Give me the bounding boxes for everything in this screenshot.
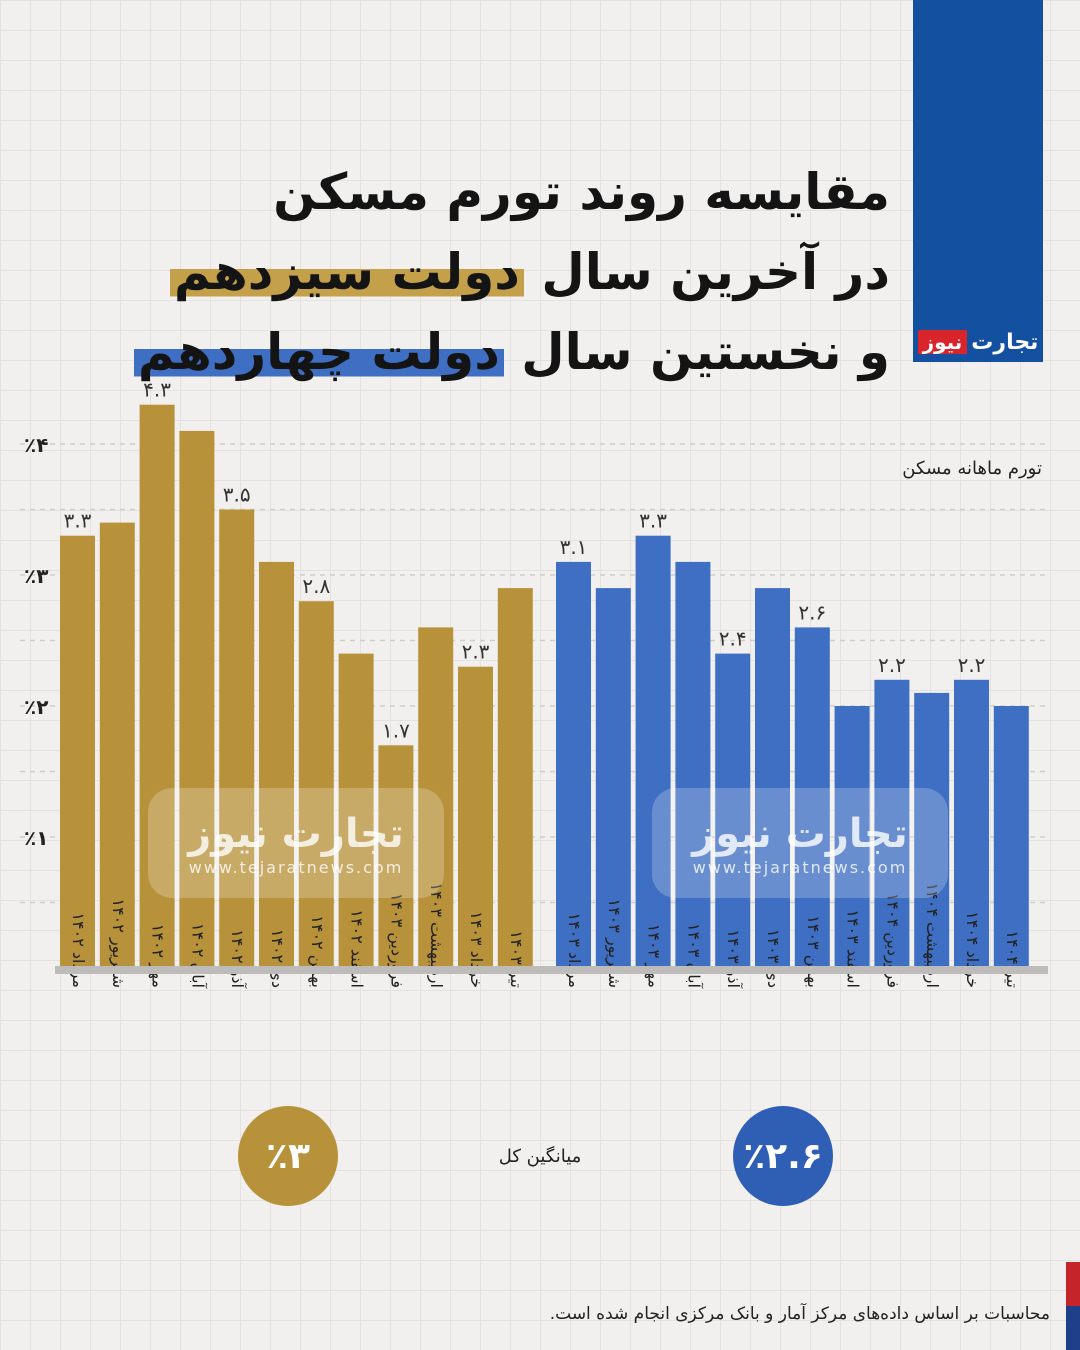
data-label: ۲.۲ (878, 653, 906, 677)
data-label: ۳.۳ (64, 509, 92, 533)
bar (298, 601, 334, 968)
x-tick-label: اردیبهشت ۱۴۰۳ (426, 883, 446, 988)
x-tick-label: تیر ۱۴۰۴ (1002, 930, 1022, 988)
bar (338, 653, 374, 968)
x-tick-label: دی ۱۴۰۲ (268, 929, 287, 988)
bar (595, 588, 631, 968)
data-label: ۲.۳ (462, 640, 490, 664)
x-tick-label: اسفند ۱۴۰۲ (348, 909, 367, 988)
average-label: میانگین کل (498, 1146, 582, 1167)
x-tick-label: مرداد ۱۴۰۳ (564, 912, 584, 988)
title-line-1: مقایسه روند تورم مسکن (273, 163, 890, 221)
x-tick-label: دی ۱۴۰۳ (764, 929, 783, 988)
data-label: ۱.۷ (382, 718, 410, 742)
bar (914, 692, 950, 968)
watermark-url: www.tejaratnews.com (692, 857, 908, 877)
brand-logo: تجارت نیوز (913, 324, 1043, 360)
x-tick-label: مهر ۱۴۰۲ (148, 924, 168, 988)
title-highlight-gold: دولت سیزدهم (169, 243, 524, 301)
bar (635, 535, 671, 968)
x-axis-baseline (55, 966, 1048, 974)
title-line-2-text: در آخرین سال (523, 243, 890, 301)
bar (954, 679, 989, 968)
x-tick-label: آبان ۱۴۰۳ (684, 923, 703, 990)
x-tick-label: بهمن ۱۴۰۲ (307, 915, 327, 988)
x-tick-label: آذر ۱۴۰۲ (227, 929, 247, 989)
x-tick-label: اردیبهشت ۱۴۰۴ (922, 883, 942, 988)
watermark-left: تجارت نیوز www.tejaratnews.com (148, 788, 444, 898)
x-tick-label: آذر ۱۴۰۳ (723, 929, 743, 989)
x-tick-label: شهریور ۱۴۰۲ (108, 898, 128, 988)
bar (99, 522, 135, 968)
average-gold-badge: ٪۳ (238, 1106, 338, 1206)
footnote: محاسبات بر اساس داده‌های مرکز آمار و بان… (549, 1304, 1050, 1324)
data-label: ۲.۲ (958, 653, 986, 677)
bar (675, 561, 711, 968)
bar (715, 653, 751, 968)
bar (497, 588, 533, 968)
y-tick-label: ٪۴ (24, 433, 48, 457)
data-label: ۳.۱ (560, 535, 588, 559)
logo-part2: نیوز (917, 330, 968, 354)
bar (794, 627, 830, 968)
data-label: ۲.۸ (302, 574, 330, 598)
bar (219, 509, 255, 968)
y-tick-label: ٪۳ (24, 564, 48, 588)
data-label: ۳.۵ (223, 483, 251, 507)
bar (874, 679, 910, 968)
bar (834, 706, 870, 968)
bar (60, 535, 95, 968)
watermark-text: تجارت نیوز (188, 810, 404, 857)
bar (259, 561, 294, 968)
x-tick-label: آبان ۱۴۰۲ (188, 923, 207, 990)
x-tick-label: بهمن ۱۴۰۳ (803, 915, 823, 988)
bar (179, 430, 215, 968)
bar (418, 627, 454, 968)
series-label: تورم ماهانه مسکن (902, 458, 1042, 479)
x-tick-label: اسفند ۱۴۰۳ (844, 909, 863, 988)
title-line-3: و نخستین سال دولت چهاردهم (133, 312, 890, 392)
watermark-url: www.tejaratnews.com (188, 857, 404, 877)
data-label: ۲.۶ (798, 600, 826, 624)
bar (139, 404, 175, 968)
data-label: ۳.۳ (639, 509, 667, 533)
watermark-text: تجارت نیوز (692, 810, 908, 857)
x-tick-label: فروردین ۱۴۰۴ (882, 893, 902, 988)
logo-part1: تجارت (971, 329, 1039, 355)
title-highlight-blue: دولت چهاردهم (133, 323, 504, 381)
y-tick-label: ٪۲ (24, 695, 48, 719)
x-tick-label: مهر ۱۴۰۳ (644, 924, 664, 988)
corner-stripe (1066, 1262, 1080, 1350)
corner-red (1066, 1262, 1080, 1306)
x-tick-label: شهریور ۱۴۰۳ (604, 898, 624, 988)
title-line-3-text: و نخستین سال (503, 323, 890, 381)
bar (755, 588, 790, 968)
x-tick-label: مرداد ۱۴۰۲ (68, 912, 88, 988)
brand-bar (913, 0, 1043, 362)
bar (556, 561, 591, 968)
bar (993, 706, 1029, 968)
bar (458, 666, 493, 968)
x-tick-label: خرداد ۱۴۰۴ (962, 911, 982, 988)
watermark-right: تجارت نیوز www.tejaratnews.com (652, 788, 948, 898)
data-label: ۲.۴ (719, 627, 747, 651)
x-tick-label: خرداد ۱۴۰۳ (466, 911, 486, 988)
title-line-2: در آخرین سال دولت سیزدهم (169, 232, 890, 312)
x-tick-label: فروردین ۱۴۰۳ (386, 893, 406, 988)
corner-blue (1066, 1306, 1080, 1350)
x-tick-label: تیر ۱۴۰۳ (506, 930, 526, 988)
data-label: ۴.۳ (143, 378, 171, 402)
y-tick-label: ٪۱ (24, 826, 48, 850)
average-blue-badge: ٪۲.۶ (733, 1106, 833, 1206)
bar (378, 745, 414, 968)
